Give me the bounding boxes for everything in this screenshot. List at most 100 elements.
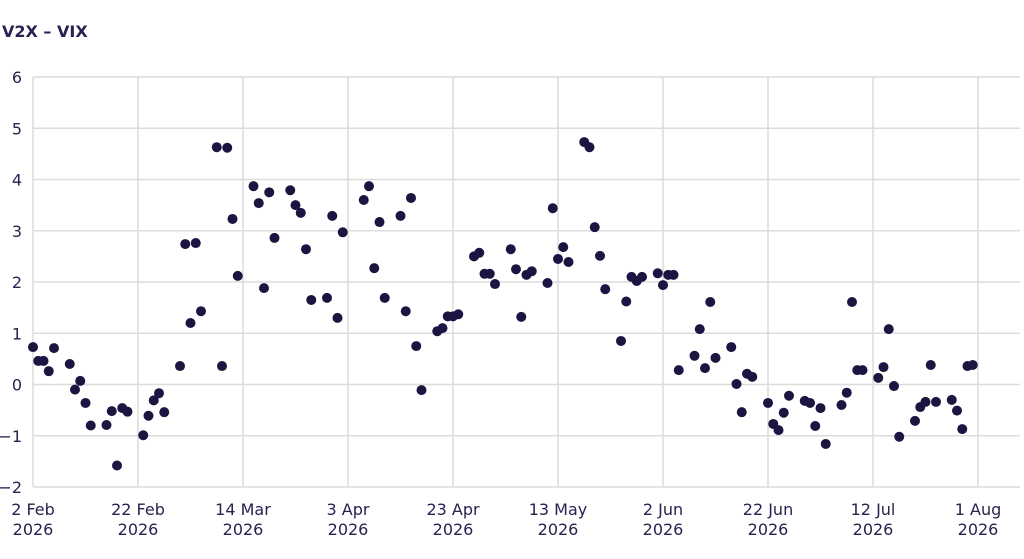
point [227,213,238,224]
point [306,294,317,305]
point [112,460,122,471]
point [175,361,185,372]
point [705,296,716,307]
point [847,296,857,307]
point [75,375,86,386]
point [400,306,411,317]
point [264,187,275,198]
point [784,390,794,401]
point [211,142,222,153]
point [80,397,91,408]
point [952,405,962,416]
point [38,355,49,366]
point [332,312,343,323]
point [474,247,485,258]
point [873,372,884,383]
point [395,210,406,221]
x-tick-label: 12 Jul 2026 [851,500,896,539]
x-tick-label: 22 Feb 2026 [111,500,165,539]
point [925,360,936,371]
point [600,284,611,295]
point [290,200,301,211]
point [946,394,957,405]
point [658,280,668,291]
point [668,269,679,280]
y-tick-label: −1 [0,427,22,446]
point [967,360,978,371]
point [406,192,416,203]
point [49,343,59,354]
point [810,421,821,432]
point [736,407,747,418]
point [295,207,306,218]
point [64,359,75,369]
x-tick-label: 2 Feb 2026 [11,500,55,539]
point [841,387,852,398]
point [437,323,448,334]
point [358,195,369,205]
point [542,278,553,289]
point [621,296,632,307]
point [484,268,495,279]
point [726,342,737,353]
point [106,406,117,417]
point [910,415,920,426]
point [85,420,96,431]
point [43,366,54,377]
point [689,350,700,361]
x-tick-label: 2 Jun 2026 [643,500,684,539]
point [196,306,206,317]
point [516,311,527,322]
point [773,425,784,436]
chart-title: V2X – VIX [2,22,88,41]
point [190,238,201,249]
point [836,400,847,410]
x-tick-label: 14 Mar 2026 [215,500,271,539]
point [589,222,600,233]
point [700,363,710,374]
y-tick-label: 1 [12,324,22,343]
point [180,239,191,250]
point [122,406,133,417]
x-tick-label: 1 Aug 2026 [955,500,1002,539]
y-tick-label: 4 [12,171,22,190]
point [154,388,164,399]
point [763,397,773,408]
y-tick-label: 3 [12,222,22,241]
point [269,232,280,243]
point [301,244,311,255]
point [453,309,464,320]
point [820,438,831,449]
point [505,244,516,255]
point [511,264,521,275]
point [369,263,380,274]
point [248,181,259,192]
point [883,324,894,335]
point [595,250,605,261]
point [322,292,332,303]
point [694,324,705,335]
point [138,430,149,441]
point [857,365,868,376]
point [547,203,558,214]
point [28,342,38,353]
y-tick-label: −2 [0,478,22,497]
x-tick-label: 3 Apr 2026 [327,500,370,539]
point [894,431,905,442]
y-tick-label: 2 [12,273,22,292]
x-tick-label: 23 Apr 2026 [426,500,480,539]
point [747,371,758,382]
point [526,266,537,277]
point [778,407,789,418]
point [558,242,569,253]
point [374,217,385,228]
point [327,210,338,221]
point [222,142,233,153]
point [253,198,264,209]
point [637,271,647,282]
point [563,257,574,268]
grid [32,76,1020,488]
point [490,279,500,290]
